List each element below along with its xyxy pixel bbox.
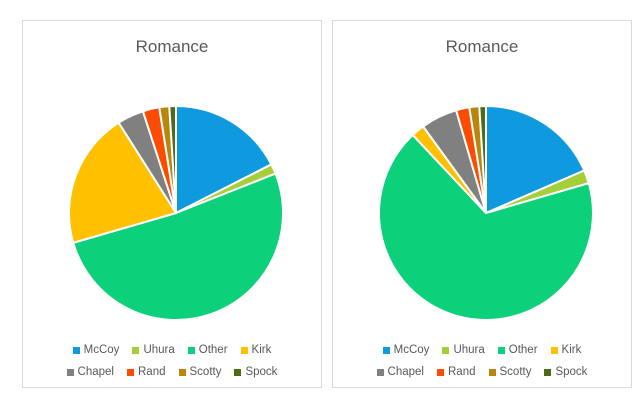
legend-item-kirk: Kirk (550, 344, 582, 356)
legend-item-mccoy: McCoy (382, 344, 430, 356)
pie-slice-mccoy (175, 104, 273, 215)
pie-slice-mccoy (485, 104, 586, 215)
legend-row: Chapel Rand Scotty Spock (23, 361, 321, 383)
legend-row: Chapel Rand Scotty Spock (333, 361, 631, 383)
legend-label: Kirk (251, 344, 272, 356)
legend-swatch (132, 346, 140, 354)
legend-item-kirk: Kirk (240, 344, 272, 356)
legend-item-chapel: Chapel (376, 366, 424, 378)
legend-label: Rand (448, 366, 476, 378)
legend-swatch (544, 368, 552, 376)
legend-label: McCoy (83, 344, 120, 356)
legend-item-other: Other (187, 344, 228, 356)
legend-label: Spock (245, 366, 278, 378)
legend-label: Rand (138, 366, 166, 378)
pie-slice-kirk (68, 121, 178, 245)
legend-swatch (240, 346, 248, 354)
legend-label: Uhura (453, 344, 485, 356)
legend-row: McCoy Uhura Other Kirk (23, 339, 321, 361)
pie-chart (378, 104, 594, 321)
legend-label: McCoy (393, 344, 430, 356)
legend-label: Kirk (561, 344, 582, 356)
legend-swatch (382, 346, 390, 354)
legend-label: Uhura (143, 344, 175, 356)
legend-label: Chapel (387, 366, 424, 378)
legend-item-uhura: Uhura (132, 344, 175, 356)
chart-panel-romance-left: Romance McCoy Uhura Other Kirk Chapel Rand Sco… (22, 20, 322, 388)
legend: McCoy Uhura Other Kirk Chapel Rand Scotty Spock (333, 339, 631, 383)
legend-item-spock: Spock (234, 366, 277, 378)
pie-chart (68, 104, 284, 321)
chart-title: Romance (445, 37, 519, 56)
legend-item-scotty: Scotty (178, 366, 222, 378)
pie-slice-spock (168, 104, 177, 214)
legend-label: Spock (555, 366, 588, 378)
legend: McCoy Uhura Other Kirk Chapel Rand Scotty Spock (23, 339, 321, 383)
legend-item-rand: Rand (437, 366, 476, 378)
legend-swatch (66, 368, 74, 376)
pie-slice-other (72, 172, 284, 321)
chart-panel-romance-right: Romance McCoy Uhura Other Kirk Chapel Rand Sco… (332, 20, 632, 388)
legend-item-chapel: Chapel (66, 366, 114, 378)
legend-item-spock: Spock (544, 366, 587, 378)
legend-swatch (187, 346, 195, 354)
legend-swatch (376, 368, 384, 376)
legend-swatch (488, 368, 496, 376)
legend-swatch (550, 346, 558, 354)
legend-swatch (234, 368, 242, 376)
legend-label: Other (508, 344, 538, 356)
legend-item-uhura: Uhura (442, 344, 485, 356)
legend-swatch (72, 346, 80, 354)
legend-swatch (178, 368, 186, 376)
legend-label: Scotty (189, 366, 222, 378)
legend-row: McCoy Uhura Other Kirk (333, 339, 631, 361)
pie-slice-spock (478, 104, 487, 214)
legend-label: Other (198, 344, 228, 356)
legend-swatch (442, 346, 450, 354)
legend-swatch (437, 368, 444, 376)
chart-title: Romance (135, 37, 209, 56)
legend-item-scotty: Scotty (488, 366, 532, 378)
legend-label: Scotty (499, 366, 532, 378)
legend-item-rand: Rand (127, 366, 166, 378)
pie-slice-other (378, 133, 594, 321)
legend-label: Chapel (77, 366, 114, 378)
legend-swatch (127, 368, 134, 376)
legend-item-other: Other (497, 344, 538, 356)
legend-swatch (497, 346, 505, 354)
legend-item-mccoy: McCoy (72, 344, 120, 356)
